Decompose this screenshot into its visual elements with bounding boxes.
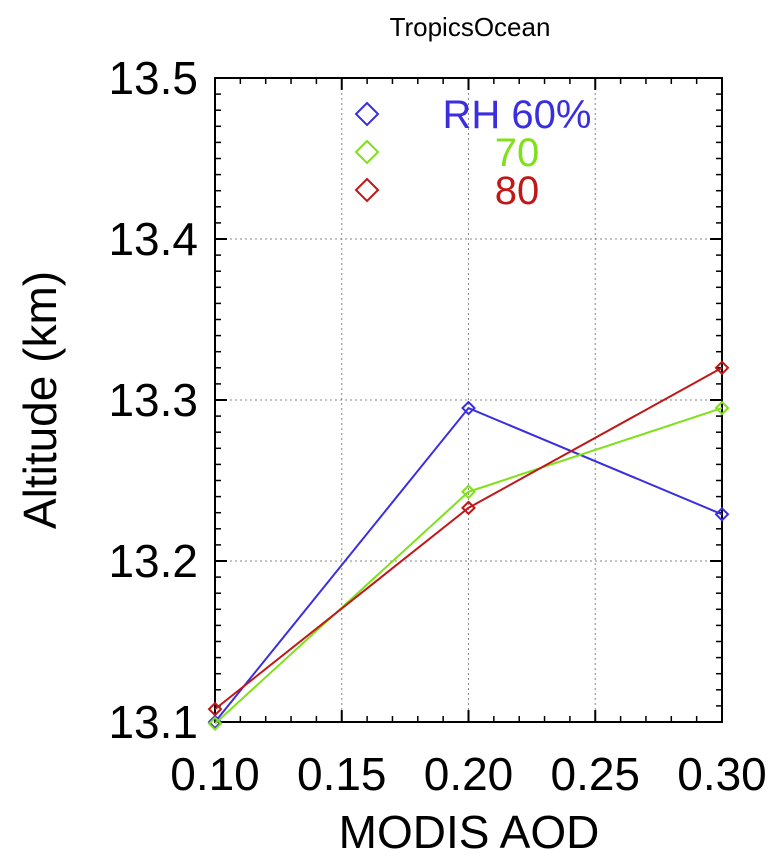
data-point: [207, 701, 223, 717]
data-point: [461, 500, 476, 516]
data-point: [714, 506, 730, 522]
data-point: [714, 400, 730, 416]
y-tick-label: 13.3: [108, 374, 198, 426]
legend-label: 70: [495, 131, 540, 175]
grid-lines: [215, 78, 722, 722]
legend-marker: [354, 177, 380, 203]
series-line: [214, 406, 723, 723]
y-tick-label: 13.4: [108, 213, 198, 265]
series-line: [214, 407, 723, 725]
axis-ticks: [214, 77, 723, 723]
x-tick-label: 0.25: [550, 748, 640, 800]
y-tick-label: 13.2: [108, 535, 198, 587]
tick-labels: 0.10 0.15 0.20 0.25 0.30 13.1 13.2 13.3 13.4 13.5: [108, 52, 766, 800]
x-tick-label: 0.30: [677, 748, 767, 800]
x-axis-label: MODIS AOD: [339, 806, 600, 854]
legend-marker: [354, 101, 380, 127]
x-tick-label: 0.20: [424, 748, 514, 800]
data-point: [461, 400, 476, 416]
legend-marker: [354, 139, 380, 165]
chart-title: TropicsOcean: [390, 12, 551, 42]
y-axis-label: Altitude (km): [14, 271, 66, 529]
x-tick-label: 0.15: [297, 748, 387, 800]
data-point: [714, 360, 730, 376]
y-tick-label: 13.1: [108, 696, 198, 748]
x-tick-label: 0.10: [170, 748, 260, 800]
y-tick-label: 13.5: [108, 52, 198, 104]
data-point: [207, 716, 223, 732]
legend-label: 80: [495, 169, 540, 213]
legend-label: RH 60%: [443, 93, 592, 137]
series-layer: [207, 360, 730, 732]
series-line: [214, 366, 723, 710]
data-point: [461, 484, 476, 500]
